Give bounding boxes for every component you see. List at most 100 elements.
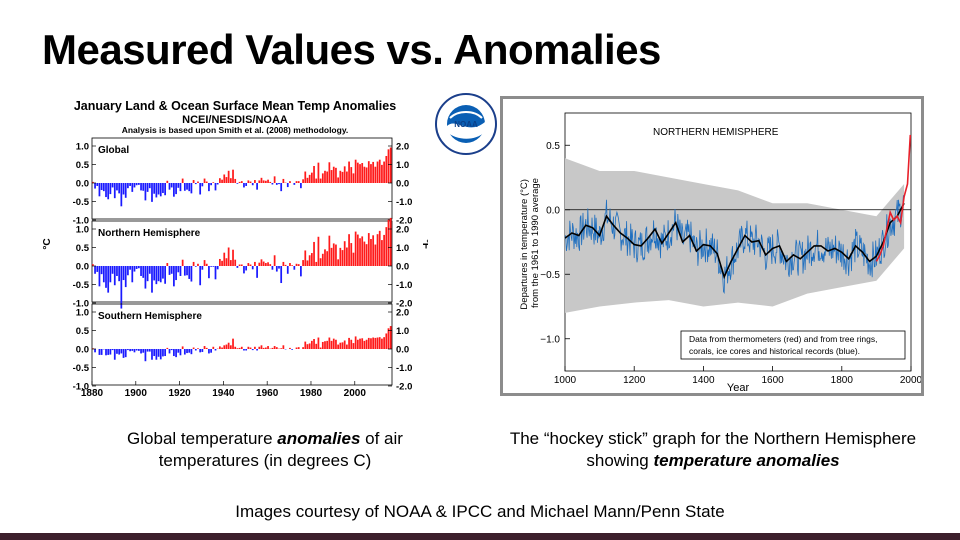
anomaly-bar [319,258,322,266]
caption-right: The “hockey stick” graph for the Norther… [500,428,926,472]
anomaly-bar [153,183,156,194]
anomaly-bar [315,261,318,266]
anomaly-bar [343,166,346,183]
y-tick-label-f: -2.0 [396,299,412,310]
anomaly-bar [109,266,112,283]
anomaly-bar [363,166,366,183]
anomaly-bar [264,180,267,183]
anomaly-bar [157,266,160,282]
slide-title: Measured Values vs. Anomalies [42,26,661,73]
anomaly-bar [201,349,204,352]
anomaly-bar [208,183,210,192]
x-tick-label: 1900 [125,388,148,399]
anomaly-bar [100,349,103,355]
anomaly-bar [293,183,296,185]
anomaly-bar [383,337,385,349]
anomaly-bar [354,231,357,266]
anomaly-bar [203,260,206,266]
anomaly-bar [328,337,331,349]
anomaly-bar [225,344,228,349]
anomaly-bar [317,337,320,349]
proxy-annual-series [564,195,905,295]
chart-panels: Global 1.0 2.0 0.5 1.0 0.0 0.0 -0.5 -1.0 -1.0 -2.0… [73,137,412,393]
anomaly-bar [221,179,223,183]
anomaly-bar [223,174,226,183]
y-tick-label-f: 2.0 [396,308,409,319]
proxy-smoothed-series [564,202,905,280]
caption-right-text: The “hockey stick” graph for the Norther… [509,429,917,470]
anomaly-bar [370,238,372,266]
anomaly-bar [262,347,265,349]
anomaly-bar [359,164,361,183]
anomaly-bar [275,183,278,185]
anomaly-bar [315,178,318,183]
anomaly-bar [302,347,304,349]
anomaly-bar [258,262,261,266]
y-axis-label-fahrenheit: °F [420,239,428,249]
y-tick-label-c: -1.0 [73,299,89,310]
anomaly-bar [306,260,309,266]
anomaly-bar [129,266,131,270]
anomaly-bar [100,183,103,191]
anomaly-bar [264,347,267,349]
anomaly-bar [326,251,329,266]
anomaly-bar [313,241,315,266]
anomaly-bar [159,266,162,283]
anomaly-bar [236,183,239,184]
anomaly-bar [367,161,370,183]
anomaly-bar [321,173,324,183]
image-credit: Images courtesy of NOAA & IPCC and Micha… [235,502,725,521]
anomaly-bar [389,217,392,266]
anomaly-bar [205,347,208,349]
anomaly-bar [310,340,313,349]
anomaly-bar [214,266,217,280]
anomaly-bar [181,259,184,266]
anomaly-bar [359,238,361,266]
hockey-stick-frame: NORTHERN HEMISPHERE 0.5 0.0 −0.5 −1.0 1000 1… [500,96,924,396]
anomaly-bar [245,183,248,186]
anomaly-bar [306,344,309,349]
anomaly-bar [374,166,377,183]
anomaly-bar [201,266,204,270]
anomaly-bar [372,235,375,266]
anomaly-bar [304,171,307,183]
anomaly-bar [219,346,221,349]
y-tick-label-c: 1.0 [76,142,89,153]
anomaly-bar [326,171,329,183]
anomaly-bar [135,266,138,269]
anomaly-bar [376,234,379,266]
anomaly-bar [335,167,337,183]
anomaly-bar [330,170,333,183]
x-tick-label: 1940 [212,388,235,399]
anomaly-bar [273,346,276,349]
anomaly-bar [229,260,232,266]
anomaly-bar [116,349,118,354]
y-tick-label-f: 0.0 [396,345,409,356]
y-tick-label-f: 0.0 [396,179,409,190]
anomaly-bar [221,260,223,266]
anomaly-bar [372,337,375,349]
anomaly-bar [385,155,388,183]
proxy-smoothed-line [564,202,905,280]
anomaly-bar [219,258,221,266]
x-axis-label: Year [727,382,750,393]
anomaly-bar [205,181,208,183]
anomaly-bar [223,345,226,349]
anomaly-bar [129,349,131,352]
y-tick-label-f: 0.0 [396,262,409,273]
anomaly-bar [173,183,175,197]
anomaly-bar [234,178,237,183]
anomaly-bar [335,339,337,349]
anomaly-bar [317,236,320,266]
anomaly-bar [376,161,379,183]
anomaly-bar [105,183,107,198]
anomaly-bar [131,266,134,283]
anomaly-bar [321,253,324,266]
legend-line-2: corals, ice cores and historical records… [689,346,860,356]
anomaly-bar [389,326,392,349]
anomaly-bar [197,348,199,349]
anomaly-bar [341,342,344,349]
anomaly-bar [219,178,221,183]
anomaly-bar [256,266,258,278]
anomaly-bar [374,244,377,266]
